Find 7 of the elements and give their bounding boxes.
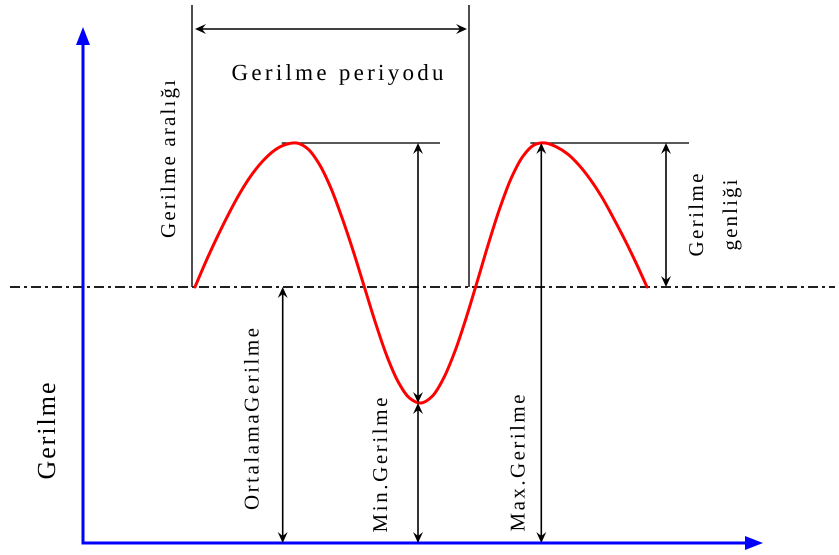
- annotation: Max.Gerilme: [505, 394, 530, 532]
- text: Gerilme periyodu: [232, 60, 444, 84]
- annotation: OrtalamaGerilme: [240, 328, 264, 510]
- text: Gerilme genliği: [684, 174, 742, 256]
- annotation: Min.Gerilme: [368, 398, 392, 532]
- y-axis-title: Gerilme: [32, 382, 60, 480]
- text: Gerilme aralığı: [156, 80, 180, 238]
